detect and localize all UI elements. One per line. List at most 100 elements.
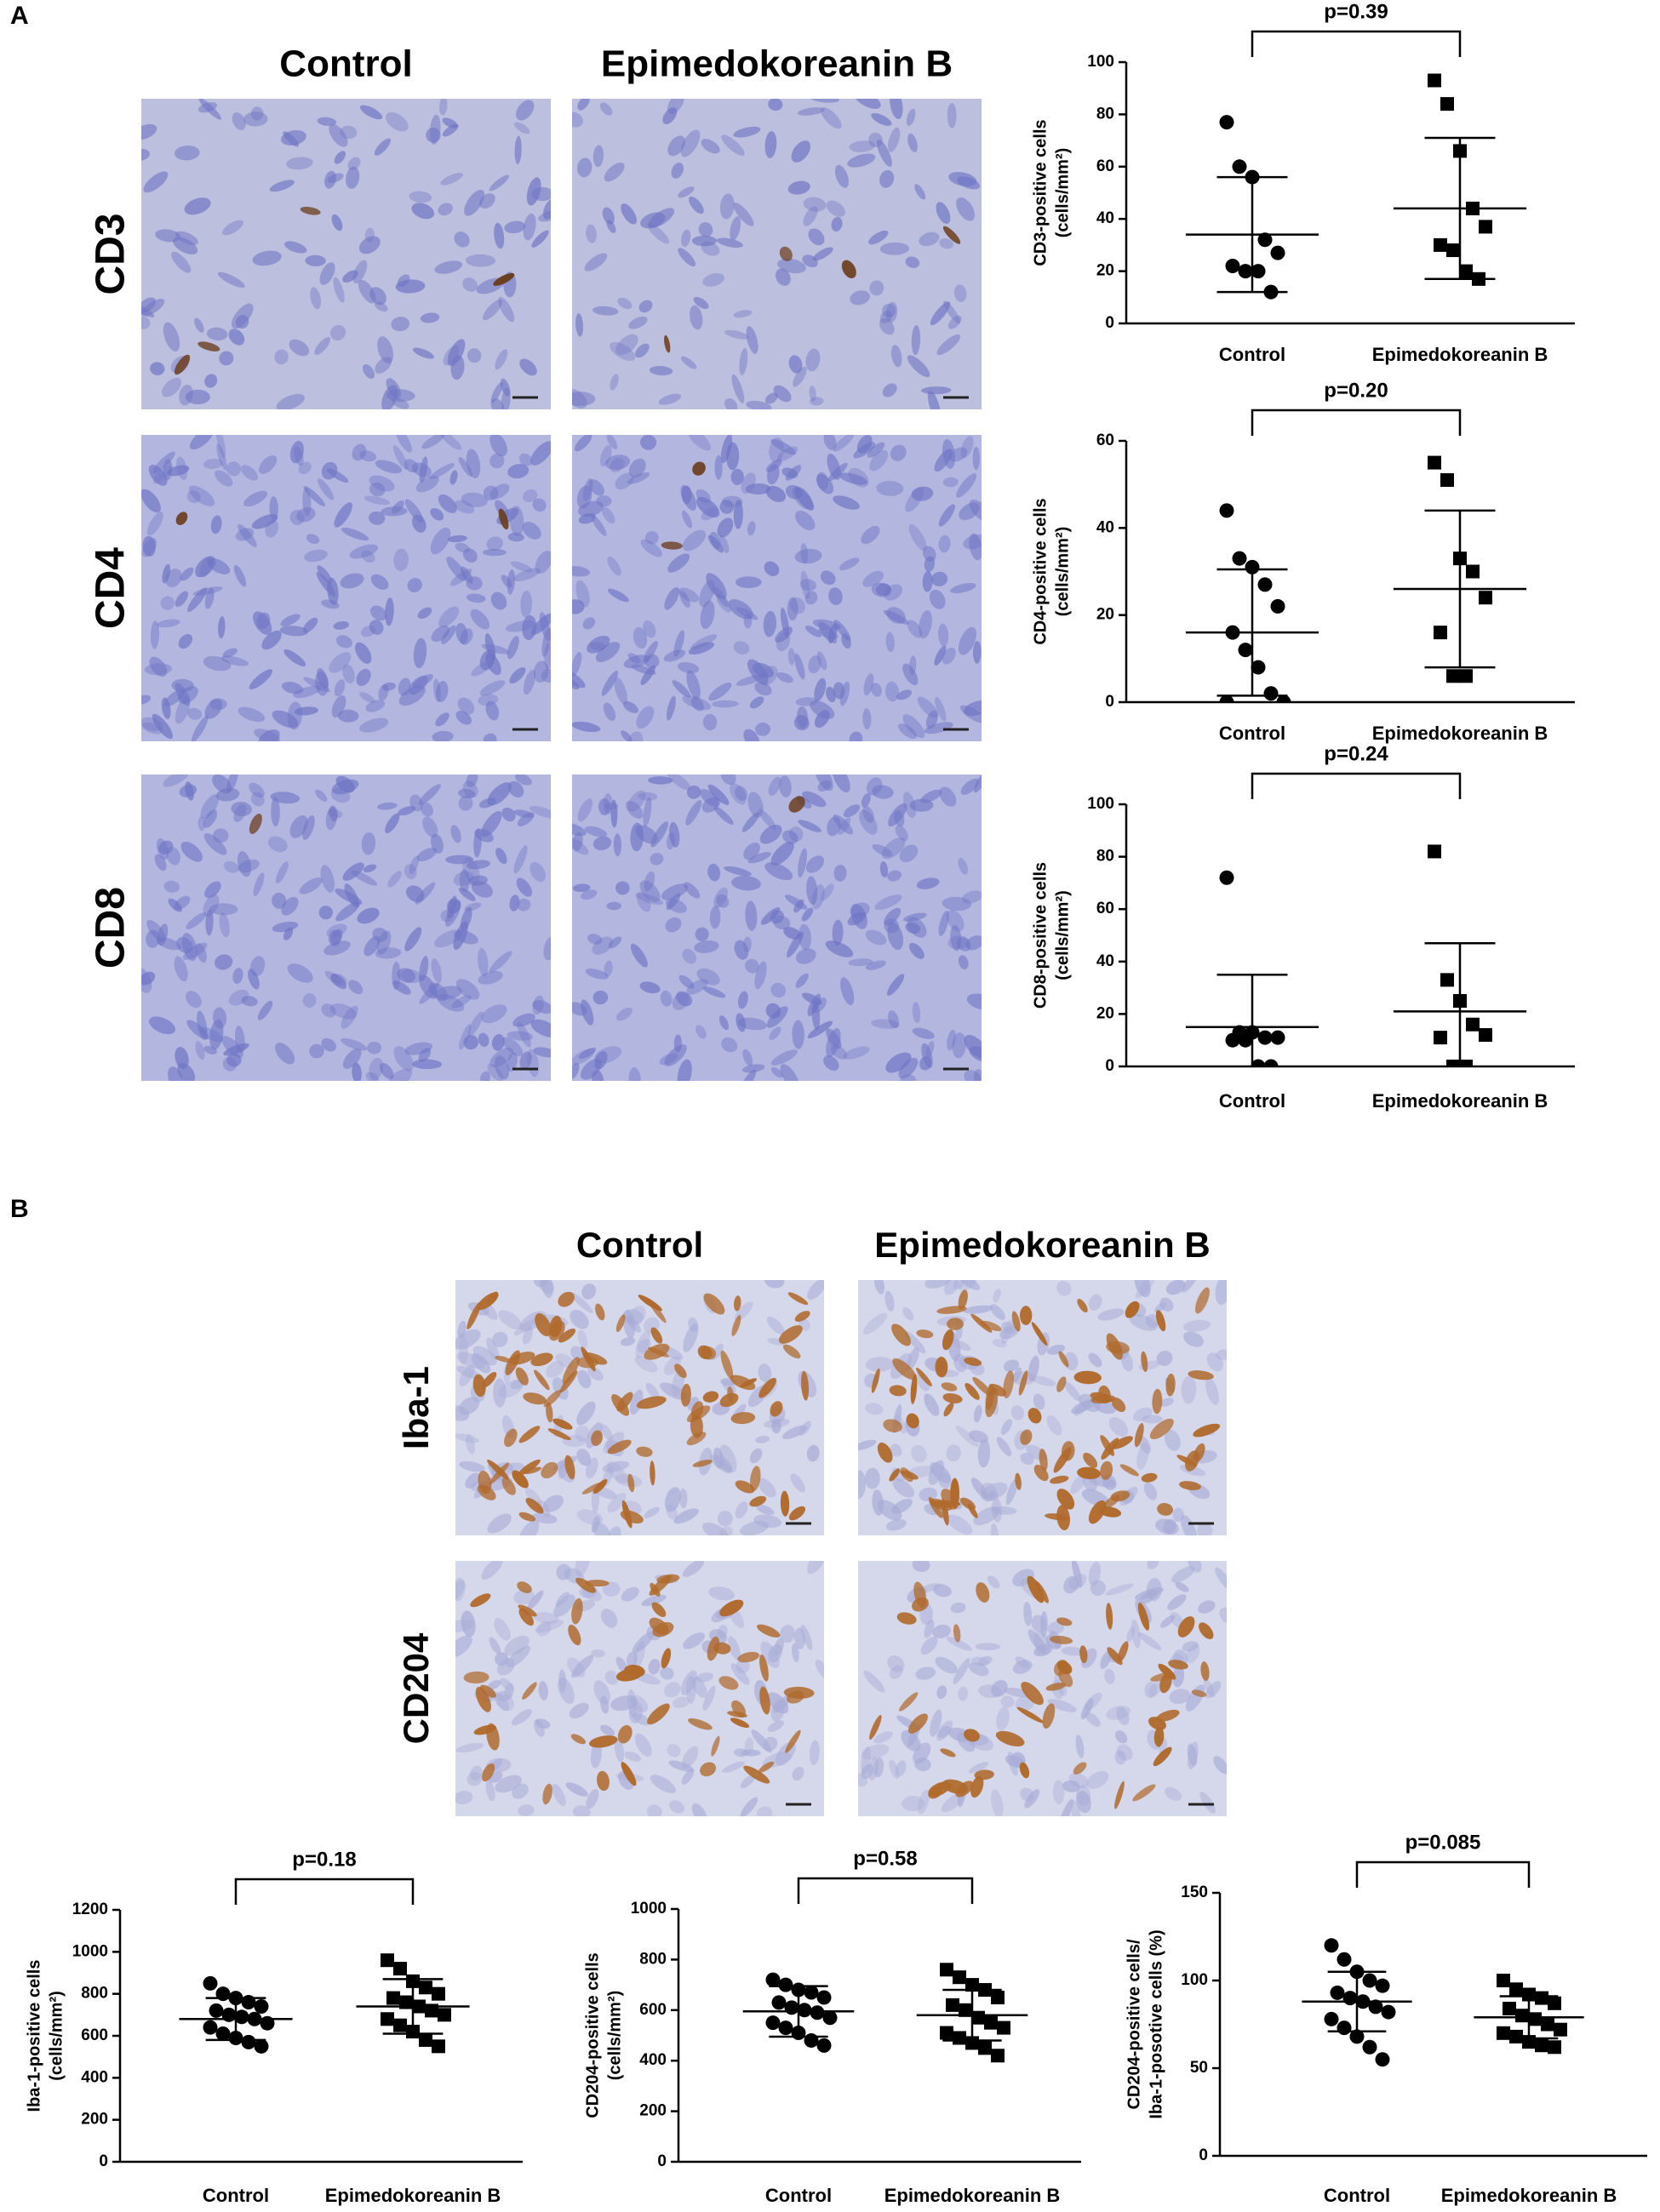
nucleus bbox=[340, 573, 364, 589]
nucleus bbox=[890, 99, 903, 119]
nucleus bbox=[365, 1072, 380, 1081]
nucleus bbox=[948, 171, 977, 187]
nucleus bbox=[996, 1706, 1010, 1731]
data-point bbox=[940, 2026, 953, 2040]
nucleus bbox=[950, 924, 962, 952]
nucleus bbox=[858, 809, 878, 835]
nucleus bbox=[867, 442, 885, 458]
nucleus bbox=[764, 561, 780, 576]
nucleus bbox=[764, 392, 778, 404]
nucleus bbox=[683, 1323, 699, 1352]
nucleus bbox=[817, 780, 832, 792]
nucleus bbox=[991, 1497, 1003, 1523]
nucleus bbox=[924, 1393, 940, 1416]
nucleus bbox=[146, 919, 166, 942]
nucleus bbox=[787, 648, 795, 666]
nucleus bbox=[969, 1430, 988, 1443]
y-axis-label: CD204-positive cells/ bbox=[1125, 1939, 1143, 2110]
nucleus bbox=[478, 970, 504, 985]
nucleus bbox=[530, 441, 551, 466]
nucleus bbox=[327, 577, 339, 605]
data-point bbox=[1219, 503, 1234, 518]
data-point bbox=[1276, 694, 1291, 702]
nucleus bbox=[495, 848, 507, 865]
nucleus bbox=[990, 1304, 1005, 1320]
nucleus bbox=[445, 855, 474, 865]
data-point bbox=[209, 2003, 224, 2018]
stained-cell bbox=[495, 1355, 512, 1363]
nucleus bbox=[210, 515, 222, 534]
nucleus bbox=[956, 473, 977, 498]
nucleus bbox=[716, 237, 743, 248]
nucleus bbox=[951, 1339, 971, 1352]
nucleus bbox=[843, 804, 861, 818]
nucleus bbox=[1197, 1523, 1213, 1535]
nucleus bbox=[826, 686, 836, 703]
nucleus bbox=[466, 1433, 476, 1455]
nucleus bbox=[1182, 1641, 1199, 1652]
nucleus bbox=[577, 798, 593, 822]
nucleus bbox=[435, 712, 449, 727]
nucleus bbox=[174, 146, 200, 161]
nucleus bbox=[882, 303, 896, 318]
nucleus bbox=[513, 809, 534, 818]
nucleus bbox=[520, 590, 533, 618]
nucleus bbox=[673, 630, 685, 657]
nucleus bbox=[387, 1068, 413, 1081]
nucleus bbox=[952, 1032, 966, 1059]
nucleus bbox=[1182, 1319, 1211, 1332]
stained-cell bbox=[1141, 1351, 1148, 1373]
nucleus bbox=[397, 968, 415, 983]
stained-cell bbox=[778, 1325, 803, 1344]
stained-cell bbox=[970, 1775, 984, 1798]
nucleus bbox=[686, 785, 701, 799]
nucleus bbox=[450, 825, 461, 843]
nucleus bbox=[861, 1763, 874, 1780]
nucleus bbox=[438, 494, 457, 513]
nucleus bbox=[149, 656, 168, 677]
nucleus bbox=[203, 1045, 217, 1055]
x-tick-label: Epimedokoreanin B bbox=[1372, 344, 1548, 365]
data-point bbox=[978, 2041, 992, 2055]
data-point bbox=[816, 1990, 832, 2005]
nucleus bbox=[329, 1003, 357, 1020]
nucleus bbox=[466, 593, 486, 603]
stained-cell bbox=[758, 1761, 775, 1773]
nucleus bbox=[610, 799, 618, 828]
nucleus bbox=[189, 435, 214, 450]
data-point bbox=[971, 2010, 985, 2025]
stained-cell bbox=[650, 1327, 663, 1344]
nucleus bbox=[1097, 1308, 1125, 1321]
nucleus bbox=[207, 557, 231, 574]
nucleus bbox=[526, 177, 541, 206]
nucleus bbox=[791, 1643, 799, 1663]
significance-bracket bbox=[1355, 1860, 1531, 1888]
nucleus bbox=[565, 1782, 588, 1797]
nucleus bbox=[175, 591, 188, 608]
nucleus bbox=[203, 655, 232, 672]
nucleus bbox=[180, 567, 194, 581]
nucleus bbox=[369, 483, 386, 497]
nucleus bbox=[435, 681, 449, 703]
nucleus bbox=[186, 912, 207, 929]
nucleus bbox=[160, 596, 175, 611]
nucleus bbox=[272, 710, 299, 729]
nucleus bbox=[930, 301, 951, 326]
nucleus bbox=[1171, 1566, 1195, 1583]
stained-cell bbox=[523, 1466, 542, 1475]
nucleus bbox=[908, 942, 924, 959]
nucleus bbox=[602, 1460, 630, 1472]
nucleus bbox=[679, 590, 690, 608]
nucleus bbox=[271, 797, 280, 827]
nucleus bbox=[639, 880, 661, 903]
nucleus bbox=[686, 670, 701, 700]
nucleus bbox=[787, 180, 810, 195]
nucleus bbox=[862, 805, 874, 823]
nucleus bbox=[702, 272, 725, 287]
nucleus bbox=[460, 628, 473, 645]
data-point bbox=[1548, 2040, 1561, 2055]
nucleus bbox=[869, 449, 889, 472]
nucleus bbox=[217, 271, 245, 289]
nucleus bbox=[1068, 1574, 1087, 1590]
nucleus bbox=[241, 996, 258, 1007]
